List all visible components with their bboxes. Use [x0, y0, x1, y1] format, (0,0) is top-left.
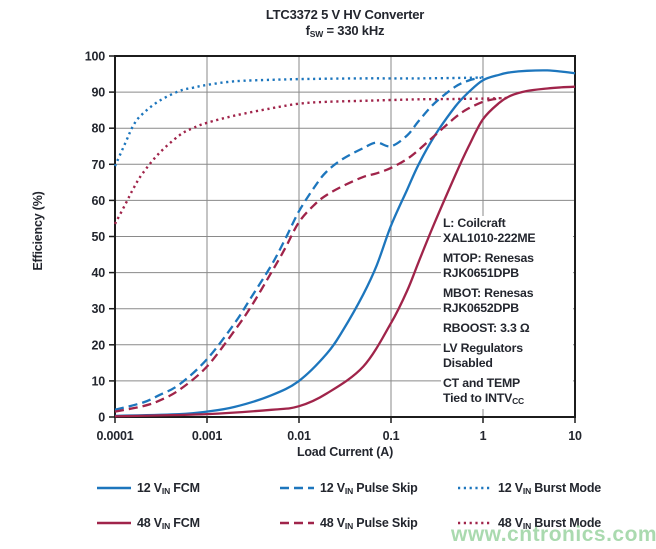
subscript-vin: IN [522, 485, 532, 496]
legend-label: 12 VIN Burst Mode [498, 480, 602, 496]
legend-line-sample-dotted [458, 486, 492, 490]
annotation-line: Disabled [443, 356, 493, 370]
subscript-vin: IN [161, 520, 171, 531]
legend-entry-48-vin-fcm: 48 VIN FCM [97, 515, 200, 531]
legend-entry-12-vin-burst-mode: 12 VIN Burst Mode [458, 480, 601, 496]
x-tick-label: 0.01 [287, 429, 311, 443]
curve-12-vin-burst-mode [113, 75, 487, 167]
subscript-sw: SW [309, 29, 324, 39]
subscript: CC [512, 396, 524, 406]
legend-line-sample-solid [97, 521, 131, 525]
curve-48-vin-fcm [114, 85, 576, 418]
conditions-annotation: L: Coilcraft XAL1010-222ME MTOP: Renesas RJ… [441, 216, 573, 409]
y-tick-label: 80 [91, 122, 105, 136]
watermark: www.cntronics.com [451, 523, 656, 546]
legend-line-sample-dashed [280, 486, 314, 490]
legend-label: 12 VIN FCM [137, 480, 200, 496]
annotation-line: Tied to INTVCC [443, 391, 524, 406]
y-tick-label: 40 [91, 266, 105, 280]
y-tick-label: 20 [91, 338, 105, 352]
annotation-line: RBOOST: 3.3 Ω [443, 321, 530, 335]
annotation-line: RJK0651DPB [443, 266, 519, 280]
legend-line-sample-solid [97, 486, 131, 490]
curve-12-vin-fcm [114, 69, 576, 418]
efficiency-plot: 0 10 20 30 40 50 60 70 80 90 100 0.0001 0.001 0.01 0.1… [85, 50, 582, 444]
legend-row: 12 VIN FCM 12 VIN Pulse Skip 12 VIN Burst … [0, 480, 656, 496]
x-tick-label: 1 [480, 429, 487, 443]
y-tick-label: 60 [91, 194, 105, 208]
y-tick-label: 100 [85, 50, 106, 64]
annotation-line: L: Coilcraft [443, 216, 506, 230]
annotation-line: CT and TEMP [443, 376, 521, 390]
legend-line-sample-dashed [280, 521, 314, 525]
chart-title: LTC3372 5 V HV Converter fSW = 330 kHz [115, 7, 575, 42]
subscript-vin: IN [161, 485, 171, 496]
legend-label: 48 VIN Pulse Skip [320, 515, 418, 531]
x-axis-label: Load Current (A) [296, 445, 394, 459]
annotation-group: MBOT: Renesas RJK0652DPB [443, 286, 573, 316]
annotation-line: MBOT: Renesas [443, 286, 534, 300]
x-tick-label: 0.0001 [96, 429, 133, 443]
legend-label: 48 VIN FCM [137, 515, 200, 531]
annotation-group: CT and TEMP Tied to INTVCC [443, 376, 573, 409]
chart-title-line1: LTC3372 5 V HV Converter [265, 7, 425, 22]
annotation-group: MTOP: Renesas RJK0651DPB [443, 251, 573, 281]
annotation-group: LV Regulators Disabled [443, 341, 573, 371]
curve-12-vin-pulse-skip [114, 76, 482, 411]
y-tick-label: 70 [91, 158, 105, 172]
annotation-group: RBOOST: 3.3 Ω [443, 321, 573, 336]
curve-48-vin-burst-mode [113, 96, 509, 225]
y-tick-label: 0 [98, 411, 105, 425]
subscript-vin: IN [344, 520, 354, 531]
annotation-line: MTOP: Renesas [443, 251, 534, 265]
legend-entry-12-vin-fcm: 12 VIN FCM [97, 480, 200, 496]
annotation-group: L: Coilcraft XAL1010-222ME [443, 216, 573, 246]
legend-entry-48-vin-pulse-skip: 48 VIN Pulse Skip [280, 515, 418, 531]
x-tick-label: 0.001 [192, 429, 223, 443]
y-tick-label: 50 [91, 230, 105, 244]
chart-title-line2: fSW = 330 kHz [305, 23, 385, 39]
y-tick-label: 30 [91, 302, 105, 316]
subscript-vin: IN [344, 485, 354, 496]
annotation-line: LV Regulators [443, 341, 523, 355]
y-tick-label: 90 [91, 86, 105, 100]
x-tick-label: 10 [568, 429, 582, 443]
annotation-line: XAL1010-222ME [443, 231, 536, 245]
x-tick-label: 0.1 [383, 429, 400, 443]
curves [113, 69, 576, 418]
y-tick-label: 10 [91, 374, 105, 388]
annotation-line: RJK0652DPB [443, 301, 519, 315]
curve-48-vin-pulse-skip [114, 97, 502, 413]
legend-entry-12-vin-pulse-skip: 12 VIN Pulse Skip [280, 480, 418, 496]
legend-label: 12 VIN Pulse Skip [320, 480, 418, 496]
axes: 0 10 20 30 40 50 60 70 80 90 100 0.0001 0.001 0.01 0.1… [85, 50, 582, 444]
